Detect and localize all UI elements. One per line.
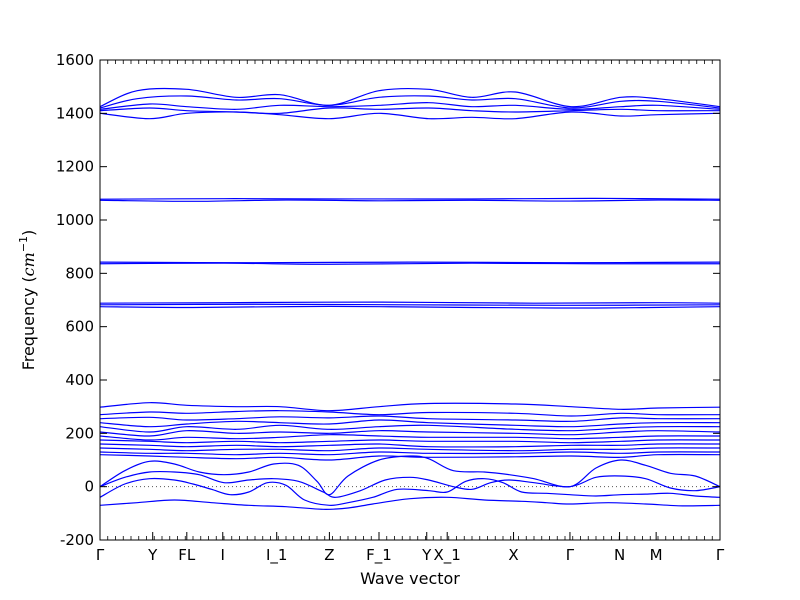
x-axis-title: Wave vector [360, 569, 460, 588]
series-layer [99, 87, 721, 510]
tick-layer: -200 0 200 400 600 800 1000 1200 1400 1600 Γ Y FL I I_… [56, 51, 725, 565]
x-tick-label: Y [421, 546, 432, 564]
band-line-25 [99, 455, 721, 496]
y-tick-label: 1400 [56, 104, 94, 122]
band-line-16 [99, 419, 721, 428]
y-tick-label: 800 [65, 264, 94, 282]
band-line-4 [99, 107, 721, 115]
band-line-11 [99, 303, 721, 306]
band-line-24 [99, 453, 721, 461]
x-tick-label: F_1 [366, 546, 392, 565]
y-tick-label: 400 [65, 371, 94, 389]
y-axis-title-unit: cm [19, 252, 38, 276]
band-line-14 [99, 410, 721, 417]
x-tick-label: Γ [566, 546, 575, 564]
y-tick-label: 600 [65, 318, 94, 336]
band-line-1 [99, 87, 721, 108]
band-line-8 [99, 261, 721, 264]
band-line-23 [99, 451, 721, 456]
x-tick-label: X_1 [434, 546, 461, 565]
band-line-15 [99, 415, 721, 422]
band-line-20 [99, 439, 721, 444]
band-line-26 [99, 470, 721, 498]
x-tick-label: Γ [716, 546, 725, 564]
y-axis-title-exp: −1 [17, 236, 30, 252]
y-axis-title: Frequency (cm−1) [17, 230, 38, 371]
band-line-3 [99, 102, 721, 110]
band-line-19 [99, 434, 721, 441]
x-tick-label: I_1 [266, 546, 287, 565]
x-tick-label: FL [178, 546, 196, 564]
band-line-13 [99, 402, 721, 412]
band-line-2 [99, 95, 721, 109]
x-tick-label: Z [324, 546, 334, 564]
band-line-10 [99, 301, 721, 304]
band-line-7 [99, 199, 721, 202]
x-tick-label: M [650, 546, 663, 564]
x-tick-label: Y [147, 546, 158, 564]
band-line-5 [99, 111, 721, 120]
band-line-12 [99, 305, 721, 309]
y-tick-label: 1600 [56, 51, 94, 69]
x-tick-label: Γ [96, 546, 105, 564]
y-tick-label: 0 [84, 478, 94, 496]
plot-frame [99, 59, 721, 541]
band-line-17 [99, 424, 721, 433]
y-tick-label: 200 [65, 424, 94, 442]
x-tick-label: I [221, 546, 225, 564]
y-tick-label: 1200 [56, 158, 94, 176]
x-tick-label: N [614, 546, 625, 564]
band-line-21 [99, 443, 721, 448]
band-line-22 [99, 447, 721, 452]
y-axis-title-main: Frequency ( [19, 276, 38, 370]
y-tick-label: -200 [60, 531, 94, 549]
band-line-6 [99, 197, 721, 200]
band-line-18 [99, 430, 721, 437]
x-tick-label: X [508, 546, 518, 564]
band-line-27 [99, 477, 721, 507]
y-tick-label: 1000 [56, 211, 94, 229]
band-line-28 [99, 496, 721, 510]
y-axis-title-close: ) [19, 230, 38, 236]
band-line-9 [99, 262, 721, 265]
